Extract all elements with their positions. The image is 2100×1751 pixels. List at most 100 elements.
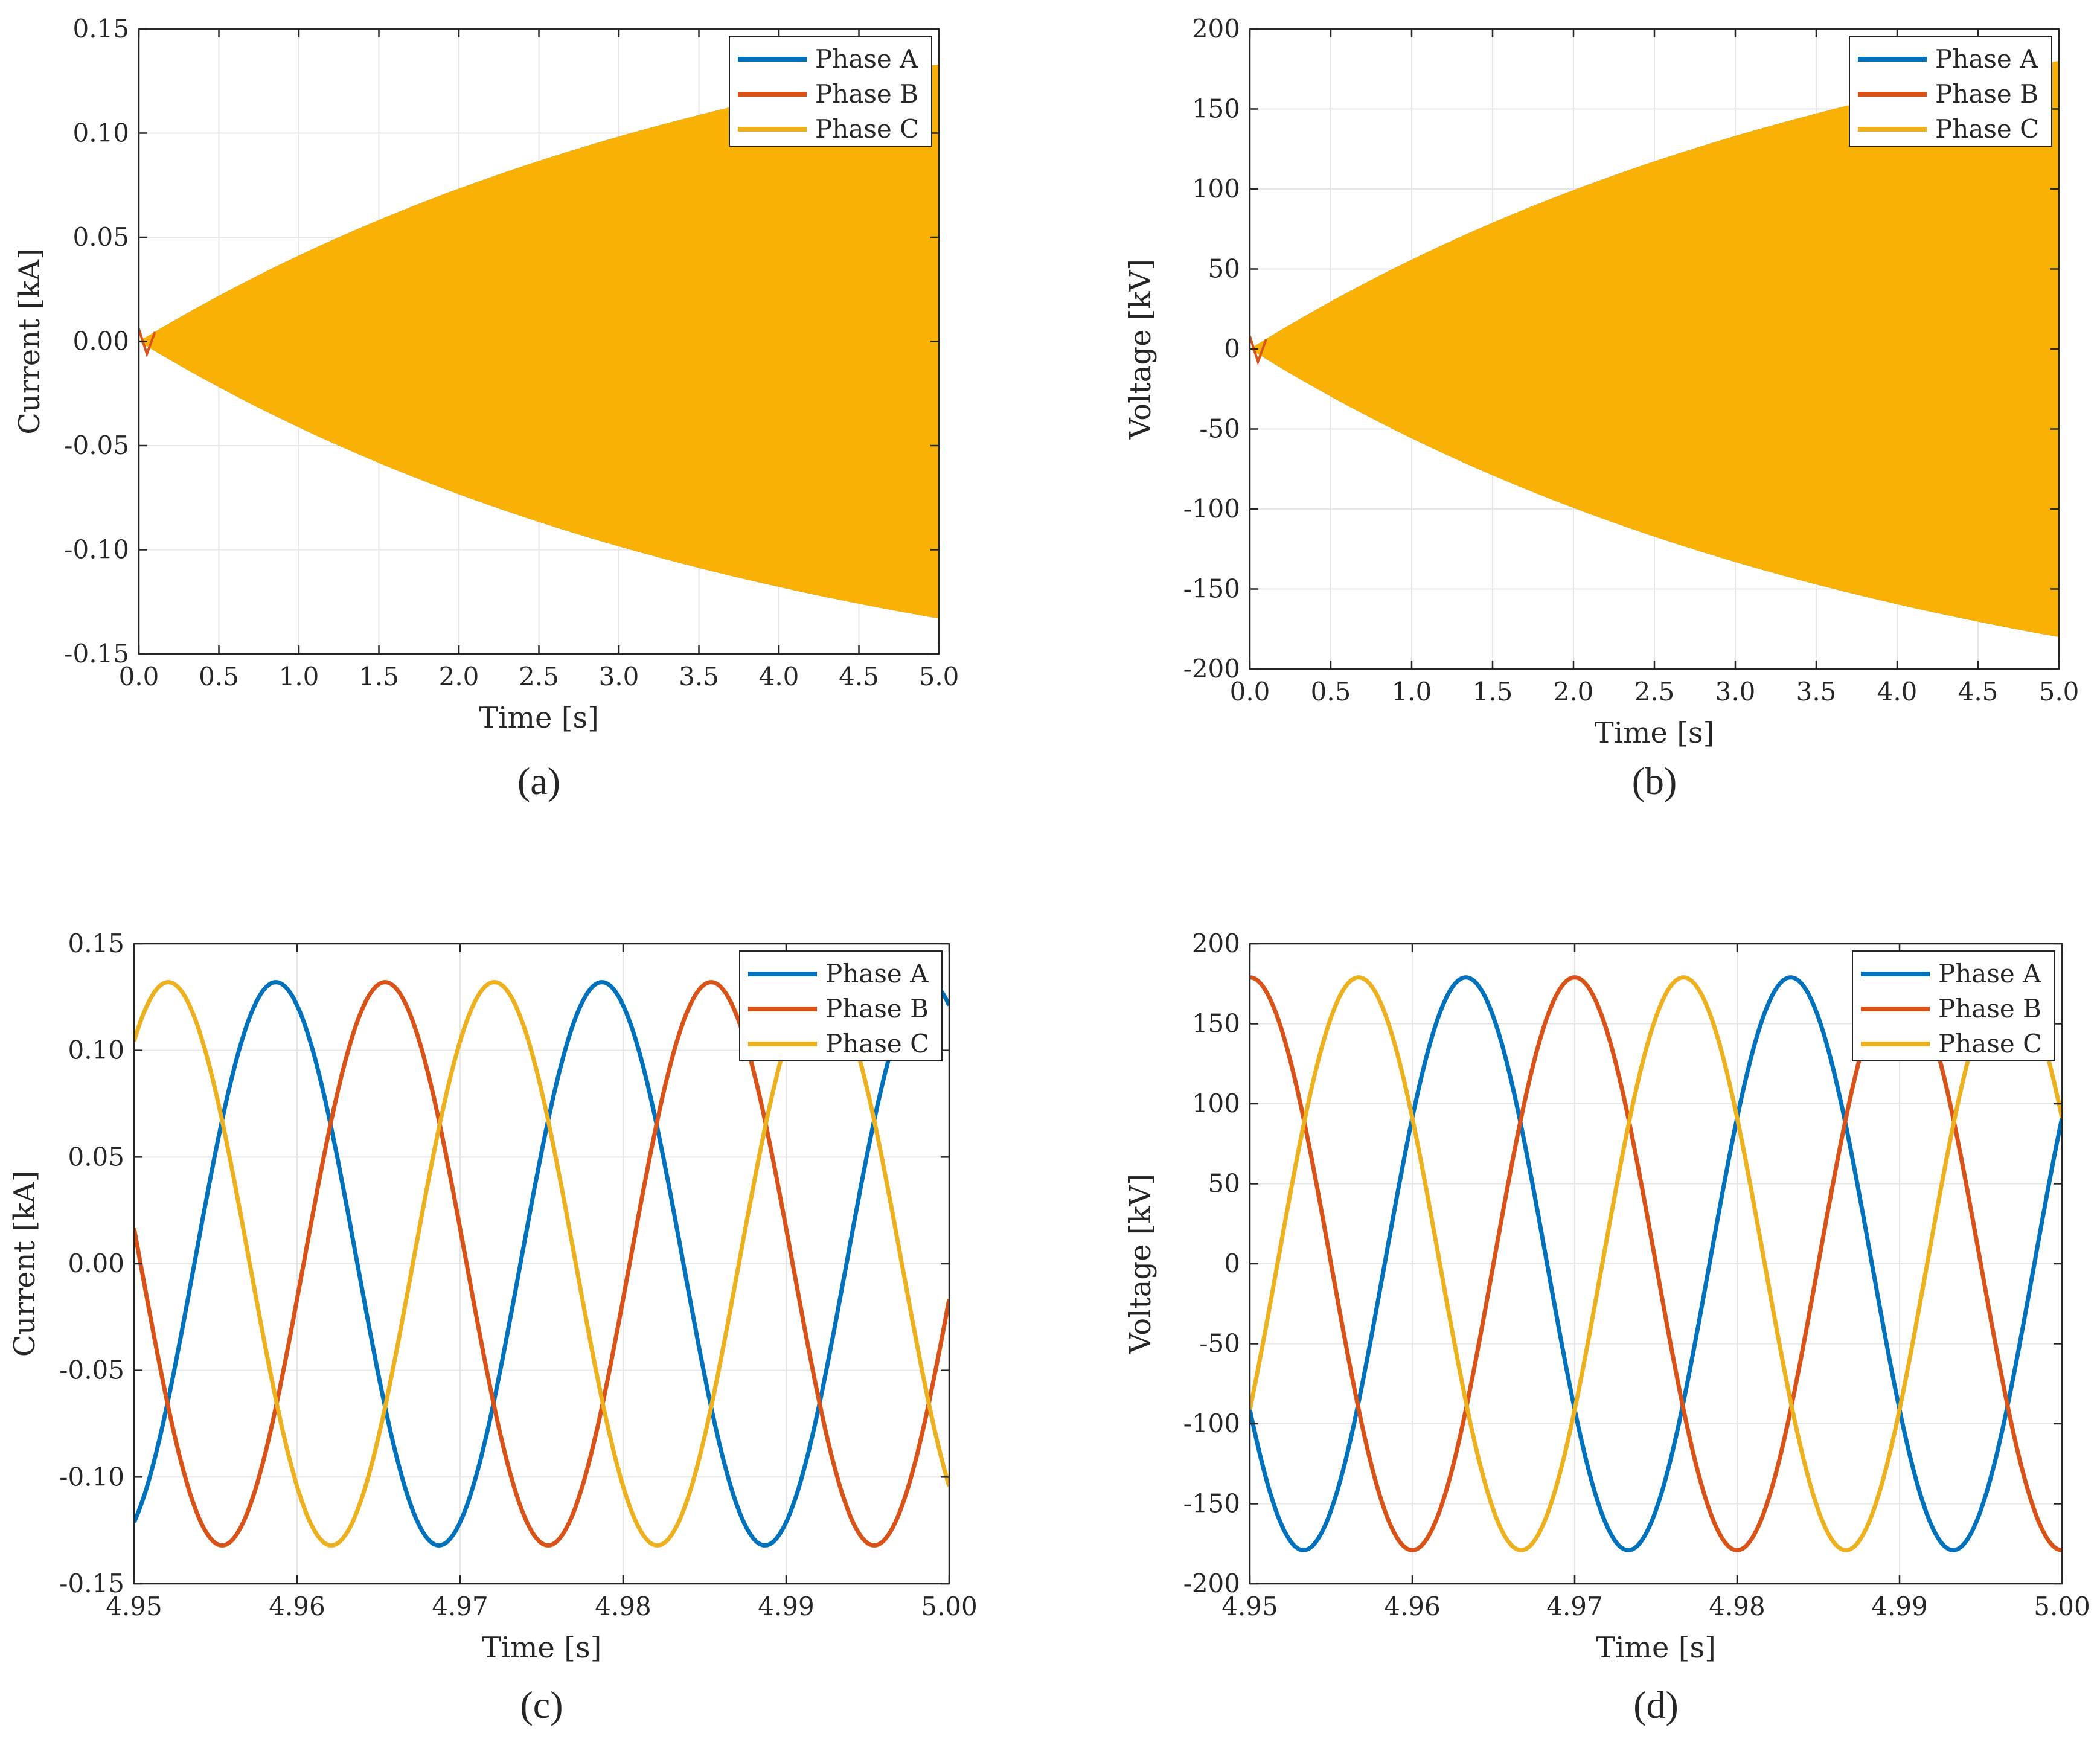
x-tick-label: 5.00 xyxy=(921,1592,978,1621)
legend: Phase A Phase B Phase C xyxy=(729,36,932,147)
x-axis-label: Time [s] xyxy=(482,1631,602,1665)
x-tick-label: 2.5 xyxy=(519,662,559,691)
y-tick-label: 0.00 xyxy=(72,327,129,356)
y-tick-label: 0.05 xyxy=(68,1142,124,1171)
y-tick-label: 0.10 xyxy=(68,1036,124,1065)
x-tick-label: 0.5 xyxy=(199,662,239,691)
y-tick-label: 150 xyxy=(1192,94,1240,124)
panel-label: (c) xyxy=(520,1683,563,1726)
x-tick-label: 3.0 xyxy=(1715,677,1756,706)
legend-entry-phase-a: Phase A xyxy=(1935,44,2038,74)
legend-entry-phase-b: Phase B xyxy=(1938,994,2041,1023)
y-axis-label: Current [kA] xyxy=(13,248,46,435)
y-tick-label: -0.10 xyxy=(59,1462,124,1491)
x-tick-label: 4.98 xyxy=(595,1592,651,1621)
data-layer xyxy=(139,64,939,619)
y-tick-label: 200 xyxy=(1192,929,1240,958)
y-tick-label: 0.05 xyxy=(72,222,129,252)
y-tick-label: -50 xyxy=(1199,1329,1240,1359)
x-tick-label: 4.0 xyxy=(1877,677,1918,706)
y-tick-label: 100 xyxy=(1192,174,1240,203)
x-tick-label: 4.5 xyxy=(839,662,879,691)
panel-label: (a) xyxy=(517,760,560,802)
x-tick-label: 4.96 xyxy=(1384,1592,1441,1621)
y-tick-label: -200 xyxy=(1183,1569,1240,1598)
series-line-phase-a xyxy=(1250,975,2062,1552)
x-tick-label: 4.97 xyxy=(432,1592,488,1621)
x-tick-label: 0.0 xyxy=(1230,677,1270,706)
y-axis-label: Voltage [kV] xyxy=(1124,1174,1157,1354)
x-tick-label: 4.0 xyxy=(759,662,799,691)
y-tick-label: -0.05 xyxy=(64,431,129,460)
series-line-phase-b xyxy=(134,980,949,1548)
y-tick-label: 150 xyxy=(1192,1009,1240,1039)
legend-entry-phase-b: Phase B xyxy=(1935,79,2038,109)
x-tick-label: 1.0 xyxy=(279,662,319,691)
y-tick-label: 200 xyxy=(1192,14,1240,43)
x-tick-label: 4.96 xyxy=(269,1592,325,1621)
x-tick-label: 1.0 xyxy=(1392,677,1432,706)
y-axis-label: Voltage [kV] xyxy=(1124,259,1157,440)
x-tick-label: 5.00 xyxy=(2034,1592,2090,1621)
chart-panel-b: 0.0 0.5 1.0 1.5 2.0 2.5 3.0 3.5 4.0 4.5 5.0 -200 -15… xyxy=(1124,14,2079,802)
legend-entry-phase-c: Phase C xyxy=(825,1029,929,1058)
legend-entry-phase-a: Phase A xyxy=(815,44,918,74)
series-envelope-phase-c xyxy=(1250,61,2059,637)
y-tick-label: -200 xyxy=(1183,654,1240,683)
x-tick-label: 4.5 xyxy=(1958,677,1999,706)
x-tick-label: 0.5 xyxy=(1311,677,1351,706)
x-tick-label: 2.5 xyxy=(1634,677,1675,706)
x-axis-label: Time [s] xyxy=(479,701,599,735)
y-tick-label: 0 xyxy=(1224,334,1240,363)
x-tick-label: 1.5 xyxy=(1473,677,1513,706)
y-tick-label: -0.15 xyxy=(64,639,129,668)
x-tick-label: 3.0 xyxy=(599,662,639,691)
y-tick-label: -0.10 xyxy=(64,535,129,565)
chart-panel-d: 4.95 4.96 4.97 4.98 4.99 5.00 -200 -150 -100 -50 0… xyxy=(1124,929,2090,1726)
series-envelope-phase-c xyxy=(139,64,939,619)
y-tick-label: 50 xyxy=(1208,254,1240,284)
y-tick-label: -50 xyxy=(1199,414,1240,444)
y-tick-label: 50 xyxy=(1208,1169,1240,1199)
legend-entry-phase-c: Phase C xyxy=(815,114,919,144)
legend-entry-phase-c: Phase C xyxy=(1935,114,2039,144)
series-line-phase-c xyxy=(1250,975,2062,1552)
x-tick-label: 5.0 xyxy=(2039,677,2079,706)
y-tick-label: 100 xyxy=(1192,1089,1240,1118)
x-axis-label: Time [s] xyxy=(1596,1631,1716,1665)
legend: Phase A Phase B Phase C xyxy=(1852,950,2055,1061)
chart-panel-a: 0.0 0.5 1.0 1.5 2.0 2.5 3.0 3.5 4.0 4.5 5.0 -0.15 -0… xyxy=(13,14,959,802)
y-axis-label: Current [kA] xyxy=(8,1171,42,1357)
start-transient xyxy=(1250,336,1267,366)
start-transient xyxy=(139,328,156,358)
y-tick-label: -0.05 xyxy=(59,1356,124,1385)
panel-label: (d) xyxy=(1633,1683,1679,1726)
y-tick-label: -150 xyxy=(1183,1489,1240,1519)
legend: Phase A Phase B Phase C xyxy=(1849,36,2052,147)
y-tick-label: -100 xyxy=(1183,494,1240,523)
x-axis-label: Time [s] xyxy=(1595,716,1715,750)
series-line-phase-a xyxy=(134,980,949,1548)
x-tick-label: 4.95 xyxy=(106,1592,162,1621)
data-layer xyxy=(1250,61,2059,637)
x-tick-label: 3.5 xyxy=(679,662,719,691)
legend: Phase A Phase B Phase C xyxy=(739,950,943,1061)
y-tick-label: -100 xyxy=(1183,1409,1240,1438)
x-tick-label: 4.97 xyxy=(1546,1592,1603,1621)
x-tick-label: 4.99 xyxy=(1871,1592,1928,1621)
x-tick-label: 0.0 xyxy=(119,662,159,691)
y-tick-label: -150 xyxy=(1183,574,1240,604)
x-tick-label: 2.0 xyxy=(1554,677,1594,706)
x-tick-label: 4.98 xyxy=(1709,1592,1765,1621)
x-tick-label: 4.99 xyxy=(758,1592,815,1621)
x-tick-label: 2.0 xyxy=(439,662,479,691)
y-tick-label: -0.15 xyxy=(59,1569,124,1598)
legend-entry-phase-c: Phase C xyxy=(1938,1029,2042,1058)
legend-entry-phase-b: Phase B xyxy=(815,79,918,109)
panel-label: (b) xyxy=(1632,760,1677,802)
y-tick-label: 0.10 xyxy=(72,118,129,148)
legend-entry-phase-a: Phase A xyxy=(825,959,929,988)
y-tick-label: 0 xyxy=(1224,1249,1240,1278)
y-tick-label: 0.15 xyxy=(68,929,124,958)
